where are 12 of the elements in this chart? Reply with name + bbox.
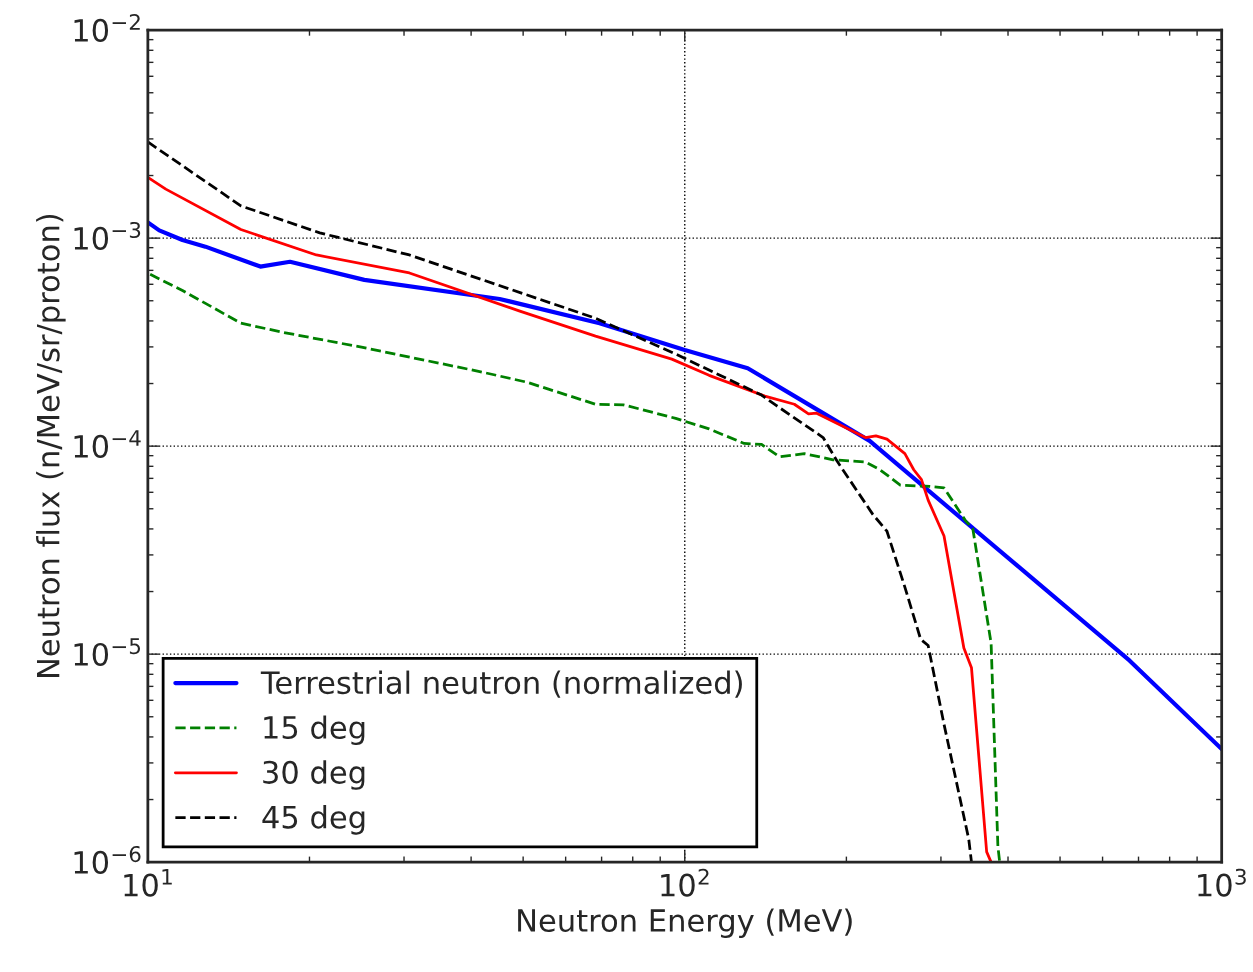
y-tick-label: 10$^{−3}$	[74, 221, 141, 250]
y-tick-label: 10$^{−2}$	[74, 13, 140, 42]
y-tick-label: 10$^{−5}$	[74, 638, 141, 666]
x-tick-label: 10$^{3}$	[1198, 868, 1246, 897]
legend-label: Terrestrial neutron (normalized)	[260, 670, 742, 698]
x-tick-label: 10$^{2}$	[661, 868, 709, 897]
legend-label: 15 deg	[264, 715, 365, 745]
x-axis-title: Neutron Energy (MeV)	[518, 908, 852, 938]
legend-label: 45 deg	[262, 805, 365, 835]
y-tick-label: 10$^{−4}$	[74, 430, 141, 458]
legend-label: 30 deg	[263, 760, 365, 790]
y-axis-title: Neutron flux (n/MeV/sr/proton)	[36, 214, 66, 677]
